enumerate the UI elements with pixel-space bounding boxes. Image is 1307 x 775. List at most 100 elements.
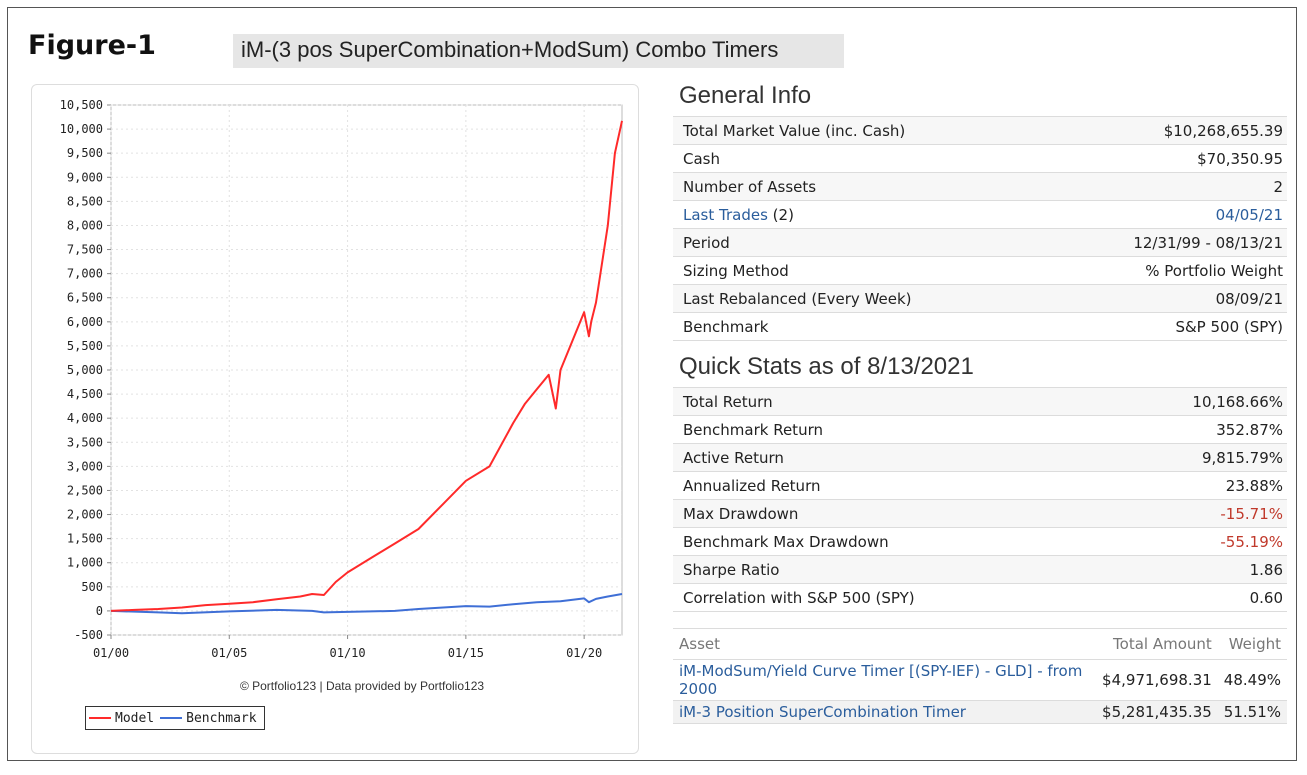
column-header-weight[interactable]: Weight bbox=[1217, 628, 1287, 660]
chart-legend: Model Benchmark bbox=[85, 706, 265, 730]
y-tick-label: 5,500 bbox=[67, 339, 103, 353]
table-row: Sizing Method% Portfolio Weight bbox=[673, 256, 1287, 285]
asset-cell: iM-ModSum/Yield Curve Timer [(SPY-IEF) -… bbox=[673, 659, 1097, 701]
quick-stats-table: Total Return 10,168.66% Benchmark Return 3… bbox=[673, 387, 1287, 612]
weight-cell: 48.49% bbox=[1217, 659, 1287, 701]
legend-swatch-benchmark bbox=[160, 717, 183, 719]
row-value: -15.71% bbox=[1104, 499, 1287, 528]
column-header-total-amount[interactable]: Total Amount bbox=[1096, 628, 1218, 660]
row-label: Benchmark Max Drawdown bbox=[673, 527, 1105, 556]
amount-cell: $5,281,435.35 bbox=[1096, 700, 1218, 724]
y-tick-label: 9,500 bbox=[67, 146, 103, 160]
row-value: % Portfolio Weight bbox=[1040, 256, 1287, 285]
row-value: 12/31/99 - 08/13/21 bbox=[1040, 228, 1287, 257]
row-value: 10,168.66% bbox=[1104, 387, 1287, 416]
series-line-model bbox=[110, 120, 623, 612]
row-value: 04/05/21 bbox=[1040, 200, 1287, 229]
row-value: 2 bbox=[1040, 172, 1287, 201]
series-line-benchmark bbox=[110, 593, 623, 615]
row-label: Sharpe Ratio bbox=[673, 555, 1105, 584]
y-tick-label: 1,500 bbox=[67, 532, 103, 546]
y-tick-label: 10,500 bbox=[60, 98, 103, 112]
row-label: Benchmark Return bbox=[673, 415, 1105, 444]
asset-link[interactable]: iM-3 Position SuperCombination Timer bbox=[679, 703, 966, 721]
y-tick-label: 4,000 bbox=[67, 411, 103, 425]
row-label: Correlation with S&P 500 (SPY) bbox=[673, 583, 1105, 612]
row-label: Cash bbox=[673, 144, 1041, 173]
row-value: 23.88% bbox=[1104, 471, 1287, 500]
row-value: 1.86 bbox=[1104, 555, 1287, 584]
legend-label-benchmark: Benchmark bbox=[186, 710, 257, 726]
y-tick-label: 1,000 bbox=[67, 556, 103, 570]
y-tick-label: 6,000 bbox=[67, 315, 103, 329]
amount-cell: $4,971,698.31 bbox=[1096, 659, 1218, 701]
row-label: Total Market Value (inc. Cash) bbox=[673, 116, 1041, 145]
general-info-title: General Info bbox=[679, 82, 812, 109]
row-label: Number of Assets bbox=[673, 172, 1041, 201]
y-tick-label: 2,500 bbox=[67, 483, 103, 497]
y-tick-label: 9,000 bbox=[67, 170, 103, 184]
table-row: Total Return 10,168.66% bbox=[673, 387, 1287, 416]
table-row: Benchmark Return 352.87% bbox=[673, 415, 1287, 444]
table-row: Total Market Value (inc. Cash) $10,268,65… bbox=[673, 116, 1287, 145]
x-tick-label: 01/05 bbox=[211, 646, 247, 660]
table-row: Last Trades (2) 04/05/21 bbox=[673, 200, 1287, 229]
row-label: Max Drawdown bbox=[673, 499, 1105, 528]
row-value: -55.19% bbox=[1104, 527, 1287, 556]
last-trades-count: (2) bbox=[767, 205, 794, 224]
table-row: Cash $70,350.95 bbox=[673, 144, 1287, 173]
performance-chart: 10,500 10,000 9,500 9,000 8,500 8,000 7,500 7,0… bbox=[60, 98, 623, 660]
y-tick-label: 2,000 bbox=[67, 508, 103, 522]
asset-link[interactable]: iM-ModSum/Yield Curve Timer [(SPY-IEF) -… bbox=[679, 662, 1083, 698]
legend-swatch-model bbox=[89, 717, 111, 719]
figure-title: iM-(3 pos SuperCombination+ModSum) Combo… bbox=[233, 34, 844, 68]
table-row: Benchmark Max Drawdown -55.19% bbox=[673, 527, 1287, 556]
row-label: Benchmark bbox=[673, 312, 1041, 341]
table-row: Period 12/31/99 - 08/13/21 bbox=[673, 228, 1287, 257]
assets-header-row: Asset Total Amount Weight bbox=[673, 628, 1287, 660]
legend-item-model: Model bbox=[89, 711, 154, 726]
row-value: 352.87% bbox=[1104, 415, 1287, 444]
last-trades-date-link[interactable]: 04/05/21 bbox=[1215, 205, 1283, 224]
assets-table: Asset Total Amount Weight iM-ModSum/Yiel… bbox=[673, 628, 1287, 724]
row-value: S&P 500 (SPY) bbox=[1040, 312, 1287, 341]
row-label: Last Trades (2) bbox=[673, 200, 1041, 229]
y-tick-label: 8,500 bbox=[67, 194, 103, 208]
figure-frame bbox=[7, 7, 1297, 761]
figure-label: Figure-1 bbox=[28, 30, 156, 61]
row-value: $10,268,655.39 bbox=[1040, 116, 1287, 145]
x-tick-label: 01/15 bbox=[448, 646, 484, 660]
row-label: Annualized Return bbox=[673, 471, 1105, 500]
y-tick-label: -500 bbox=[74, 628, 103, 642]
table-row: Last Rebalanced (Every Week) 08/09/21 bbox=[673, 284, 1287, 313]
y-tick-label: 4,500 bbox=[67, 387, 103, 401]
row-label: Active Return bbox=[673, 443, 1105, 472]
row-label: Last Rebalanced (Every Week) bbox=[673, 284, 1041, 313]
table-row: iM-3 Position SuperCombination Timer $5,… bbox=[673, 700, 1287, 724]
legend-label-model: Model bbox=[115, 710, 155, 726]
table-row: Benchmark S&P 500 (SPY) bbox=[673, 312, 1287, 341]
table-row: Number of Assets 2 bbox=[673, 172, 1287, 201]
row-value: 08/09/21 bbox=[1040, 284, 1287, 313]
y-tick-label: 7,500 bbox=[67, 243, 103, 257]
y-tick-label: 3,000 bbox=[67, 459, 103, 473]
x-tick-label: 01/20 bbox=[566, 646, 602, 660]
legend-item-benchmark: Benchmark bbox=[160, 710, 257, 726]
row-label: Period bbox=[673, 228, 1041, 257]
chart-credit: © Portfolio123 | Data provided by Portfo… bbox=[239, 679, 485, 693]
row-value: $70,350.95 bbox=[1040, 144, 1287, 173]
weight-cell: 51.51% bbox=[1217, 700, 1287, 724]
row-value: 9,815.79% bbox=[1104, 443, 1287, 472]
table-row: Max Drawdown -15.71% bbox=[673, 499, 1287, 528]
y-tick-label: 10,000 bbox=[60, 122, 103, 136]
x-tick-label: 01/10 bbox=[330, 646, 366, 660]
last-trades-link[interactable]: Last Trades bbox=[683, 205, 768, 224]
table-row: Active Return 9,815.79% bbox=[673, 443, 1287, 472]
row-label: Total Return bbox=[673, 387, 1105, 416]
y-tick-label: 500 bbox=[81, 580, 103, 594]
x-tick-label: 01/00 bbox=[93, 646, 129, 660]
column-header-asset[interactable]: Asset bbox=[673, 628, 1097, 660]
chart-panel: 10,500 10,000 9,500 9,000 8,500 8,000 7,500 7,0… bbox=[31, 84, 639, 754]
y-tick-label: 8,000 bbox=[67, 218, 103, 232]
y-tick-label: 0 bbox=[96, 604, 103, 618]
